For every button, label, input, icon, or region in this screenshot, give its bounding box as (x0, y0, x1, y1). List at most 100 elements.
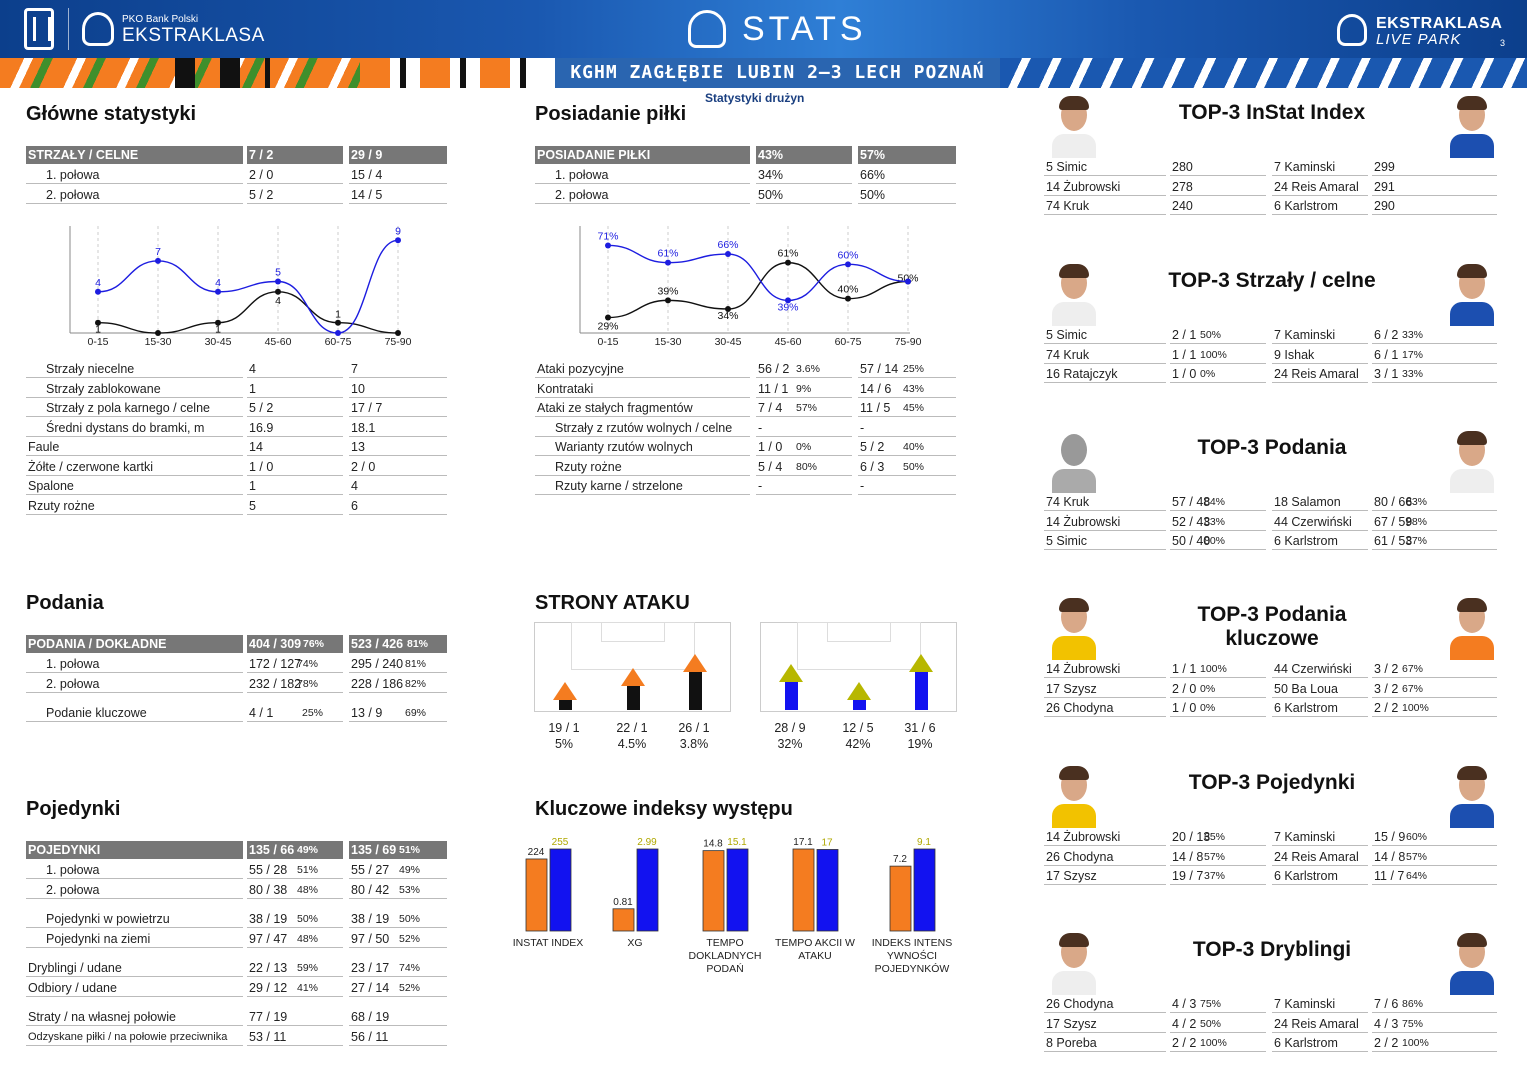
table-cell: Rzuty rożne (535, 458, 750, 476)
cell-value: 24 Reis Amaral (1274, 849, 1359, 864)
photo-body (1052, 302, 1096, 326)
table-cell: 278 (1170, 178, 1266, 196)
home-attack-arrow-stem (627, 682, 640, 686)
cell-percent: 49% (399, 864, 421, 876)
table-cell: 1 (247, 477, 343, 495)
data-label: 39% (657, 285, 678, 297)
table-cell: 77 / 19 (247, 1008, 343, 1026)
attack-value-label: 19 / 1 5% (534, 720, 594, 752)
attack-count: 31 / 6 (904, 721, 936, 735)
cell-percent: 0% (796, 441, 812, 453)
cell-value: 5 / 2 (860, 440, 885, 454)
cell-value: 14 Żubrowski (1046, 830, 1121, 844)
cell-value: 1 (249, 479, 256, 493)
cell-value: 7 Kaminski (1274, 328, 1336, 342)
cell-value: Średni dystans do bramki, m (46, 420, 205, 435)
cell-value: 14 / 6 (860, 381, 892, 396)
table-cell: 1. połowa (26, 166, 243, 184)
table-cell: 4 / 3 75% (1372, 1015, 1497, 1033)
attack-percent: 32% (777, 737, 803, 751)
cell-percent: 74% (399, 962, 421, 974)
cell-value: 16.9 (249, 420, 274, 435)
photo-body (1052, 971, 1096, 995)
attack-percent: 4.5% (617, 737, 647, 751)
cell-value: 50 Ba Loua (1274, 681, 1338, 696)
page-number: 3 (1500, 38, 1506, 48)
table-cell: 2. połowa (26, 881, 243, 899)
kpi-value-label: 7.2 (893, 854, 907, 865)
data-label: 61% (777, 248, 798, 260)
cell-value: 2. połowa (46, 187, 100, 202)
cell-percent: 100% (1200, 663, 1227, 675)
cell-value: 6 Karlstrom (1274, 199, 1338, 213)
cell-value: 17 Szysz (1046, 681, 1097, 696)
cell-value: 1 / 0 (1172, 367, 1197, 381)
attack-count: 22 / 1 (616, 721, 648, 735)
cell-percent: 43% (903, 382, 925, 395)
cell-value: 1 / 0 (758, 440, 783, 454)
cell-value: - (758, 479, 763, 493)
banner-decoration (1000, 58, 1527, 88)
cell-value: STRZAŁY / CELNE (28, 148, 139, 162)
goal-box (601, 622, 665, 642)
photo-hair (1059, 766, 1089, 780)
cell-value: 7 Kaminski (1274, 160, 1336, 174)
table-cell: 66% (858, 166, 956, 184)
table-cell: 10 (349, 380, 447, 398)
cell-value: 1. połowa (46, 168, 100, 182)
cell-value: 97 / 47 (249, 932, 288, 946)
data-point (785, 259, 791, 266)
divider (68, 8, 69, 50)
data-label: 66% (717, 239, 738, 251)
series-line (97, 239, 399, 334)
cell-value: Strzały z pola karnego / celne (46, 401, 210, 415)
top3-title: TOP-3 Podania kluczowe (1197, 603, 1347, 650)
attack-count: 26 / 1 (678, 721, 710, 735)
table-cell: 1 / 1 100% (1170, 346, 1266, 364)
section-title-key-indices: Kluczowe indeksy występu (535, 798, 793, 820)
attack-value-label: 12 / 5 42% (828, 720, 888, 752)
cell-value: 55 / 28 (249, 863, 288, 877)
kpi-category-label: INDEKS INTENS YWNOŚCI POJEDYNKÓW (871, 937, 953, 975)
attack-percent: 5% (554, 737, 574, 751)
home-attack-bar (559, 700, 572, 710)
table-cell: 228 / 186 82% (349, 675, 447, 693)
cell-percent: 80% (1204, 535, 1226, 547)
cell-value: 24 Reis Amaral (1274, 1016, 1359, 1031)
cell-value: 523 / 426 (351, 637, 404, 651)
cell-value: 19 / 7 (1172, 869, 1204, 883)
cell-value: - (860, 420, 865, 435)
possession-line-chart: 0-15 15-30 30-45 45-60 60-75 75-90 29% 39% 34% 61… (579, 226, 922, 348)
cell-value: 1 / 1 (1172, 347, 1197, 362)
table-cell: 7 (349, 360, 447, 378)
cell-value: Odzyskane piłki / na połowie przeciwnika (28, 1031, 228, 1043)
kpi-value-label: 15.1 (727, 837, 747, 848)
cell-percent: 50% (903, 460, 925, 473)
pitch-diagram (760, 622, 957, 712)
cell-percent: 51% (297, 864, 319, 876)
data-point (725, 251, 731, 258)
table-cell: 7 Kaminski (1272, 995, 1368, 1013)
cell-percent: 67% (1402, 682, 1424, 695)
cell-value: Odbiory / udane (28, 981, 117, 995)
league-name: EKSTRAKLASA (122, 25, 265, 46)
cell-value: 26 Chodyna (1046, 701, 1114, 715)
table-cell: 57% (858, 146, 956, 164)
cell-value: 7 Kaminski (1274, 830, 1336, 844)
cell-value: Strzały z rzutów wolnych / celne (555, 420, 733, 435)
table-cell: 38 / 19 50% (349, 910, 447, 928)
table-cell: 1. połowa (26, 655, 243, 673)
data-point (395, 237, 401, 244)
live-park-line1: EKSTRAKLASA (1376, 15, 1503, 32)
attack-value-label: 28 / 9 32% (760, 720, 820, 752)
cell-value: 80 / 66 (1374, 495, 1413, 509)
cell-value: 14 / 8 (1374, 849, 1406, 864)
table-cell: - (858, 419, 956, 437)
data-label: 60% (837, 249, 858, 261)
cell-value: 6 / 1 (1374, 347, 1399, 362)
cell-percent: 59% (297, 962, 319, 974)
attack-count: 12 / 5 (842, 721, 874, 735)
cell-percent: 50% (1200, 329, 1222, 341)
cell-value: 23 / 17 (351, 961, 390, 975)
table-cell: Ataki ze stałych fragmentów (535, 399, 750, 417)
